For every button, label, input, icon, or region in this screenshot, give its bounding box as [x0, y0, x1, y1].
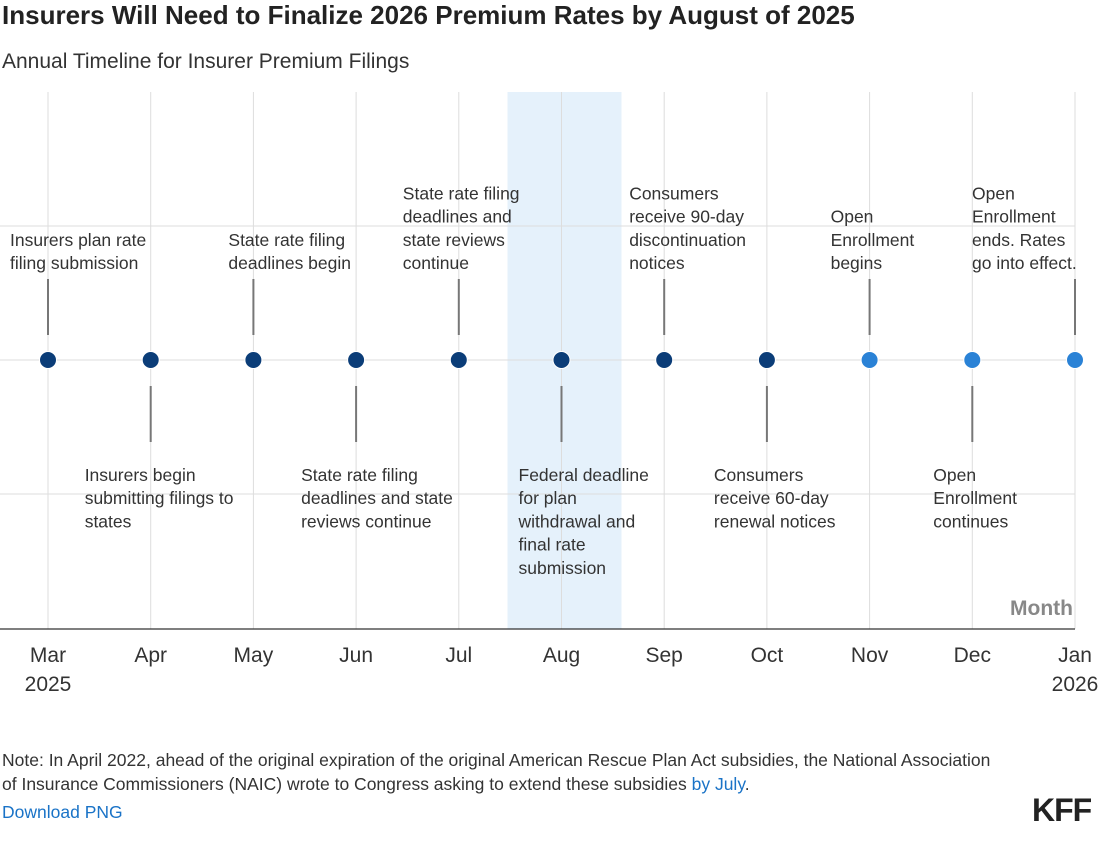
- event-label-line: State rate filing: [228, 230, 345, 250]
- event-label-line: Open: [831, 207, 874, 227]
- event-label-line: renewal notices: [714, 511, 836, 531]
- event-dot-mar: [39, 351, 57, 369]
- event-label-line: reviews continue: [301, 511, 431, 531]
- tick-label-mar: Mar: [30, 644, 66, 667]
- footnote-link[interactable]: by July: [691, 774, 745, 794]
- x-axis-title: Month: [1010, 597, 1073, 620]
- event-label-jun: State rate filing deadlines and state revi…: [301, 465, 453, 531]
- timeline-chart: Month Mar 2025 Apr May Jun Jul Aug Sep Oct Nov Dec J…: [0, 92, 1099, 696]
- event-label-line: submission: [519, 558, 607, 578]
- chart-subtitle: Annual Timeline for Insurer Premium Fili…: [2, 50, 410, 73]
- tick-label-jul: Jul: [445, 644, 472, 667]
- event-label-line: withdrawal and: [518, 511, 636, 531]
- event-label-line: Insurers begin: [85, 465, 196, 485]
- event-label-line: continues: [933, 511, 1008, 531]
- event-dot-jan: [1066, 351, 1084, 369]
- event-dot-dec: [963, 351, 982, 369]
- event-dot-oct: [757, 351, 776, 369]
- event-dot-aug: [552, 351, 571, 369]
- footnote-text: Note: In April 2022, ahead of the origin…: [2, 750, 991, 794]
- event-label-line: receive 60-day: [714, 488, 829, 508]
- event-dot-jun: [347, 351, 366, 369]
- event-label-line: state reviews: [403, 230, 505, 250]
- event-label-may: State rate filing deadlines begin: [228, 230, 351, 273]
- event-label-line: ends. Rates: [972, 230, 1066, 250]
- event-label-dec: Open Enrollment continues: [933, 465, 1017, 531]
- event-label-line: notices: [629, 253, 685, 273]
- event-label-line: Federal deadline: [519, 465, 649, 485]
- event-label-line: for plan: [519, 488, 577, 508]
- download-png-link[interactable]: Download PNG: [2, 802, 123, 822]
- tick-label-dec: Dec: [954, 644, 991, 667]
- chart-title: Insurers Will Need to Finalize 2026 Prem…: [2, 0, 855, 30]
- event-label-line: deadlines and state: [301, 488, 453, 508]
- event-label-mar: Insurers plan rate filing submission: [10, 230, 146, 273]
- footnote: Note: In April 2022, ahead of the origin…: [2, 748, 1002, 796]
- event-dot-nov: [860, 351, 879, 369]
- tick-year-2025: 2025: [25, 673, 72, 696]
- event-label-aug: Federal deadline for plan withdrawal and fi…: [518, 465, 649, 578]
- event-label-line: submitting filings to: [85, 488, 234, 508]
- event-label-nov: Open Enrollment begins: [831, 207, 915, 273]
- event-label-line: states: [85, 511, 132, 531]
- event-label-line: Enrollment: [972, 207, 1056, 227]
- event-label-line: final rate: [519, 535, 586, 555]
- event-label-line: go into effect.: [972, 253, 1077, 273]
- tick-label-apr: Apr: [134, 644, 167, 667]
- event-label-line: State rate filing: [301, 465, 418, 485]
- event-label-line: begins: [831, 253, 883, 273]
- tick-label-oct: Oct: [751, 644, 784, 667]
- event-label-sep: Consumers receive 90-day discontinuation no…: [629, 183, 746, 273]
- event-label-line: State rate filing: [403, 183, 520, 203]
- event-label-line: deadlines and: [403, 207, 512, 227]
- kff-logo: KFF: [1032, 792, 1092, 828]
- event-dot-apr: [141, 351, 160, 369]
- event-label-line: continue: [403, 253, 469, 273]
- event-label-jul: State rate filing deadlines and state revi…: [403, 183, 520, 273]
- event-label-line: Open: [933, 465, 976, 485]
- event-label-line: Open: [972, 183, 1015, 203]
- tick-year-2026: 2026: [1052, 673, 1099, 696]
- event-dot-jul: [449, 351, 468, 369]
- event-label-line: Consumers: [714, 465, 804, 485]
- tick-label-jun: Jun: [339, 644, 373, 667]
- tick-label-aug: Aug: [543, 644, 580, 667]
- event-label-line: Consumers: [629, 183, 719, 203]
- event-dot-may: [244, 351, 263, 369]
- event-label-line: discontinuation: [629, 230, 746, 250]
- event-dot-sep: [655, 351, 674, 369]
- event-label-apr: Insurers begin submitting filings to state…: [85, 465, 234, 531]
- event-label-line: deadlines begin: [228, 253, 351, 273]
- event-label-line: filing submission: [10, 253, 138, 273]
- tick-label-jan: Jan: [1058, 644, 1092, 667]
- event-label-line: receive 90-day: [629, 207, 744, 227]
- event-label-jan: Open Enrollment ends. Rates go into effect.: [972, 183, 1077, 273]
- tick-label-may: May: [234, 644, 274, 667]
- event-label-oct: Consumers receive 60-day renewal notices: [714, 465, 836, 531]
- footnote-end: .: [744, 774, 750, 794]
- tick-label-nov: Nov: [851, 644, 889, 667]
- tick-label-sep: Sep: [646, 644, 683, 667]
- event-label-line: Enrollment: [933, 488, 1017, 508]
- event-label-line: Insurers plan rate: [10, 230, 146, 250]
- event-label-line: Enrollment: [831, 230, 915, 250]
